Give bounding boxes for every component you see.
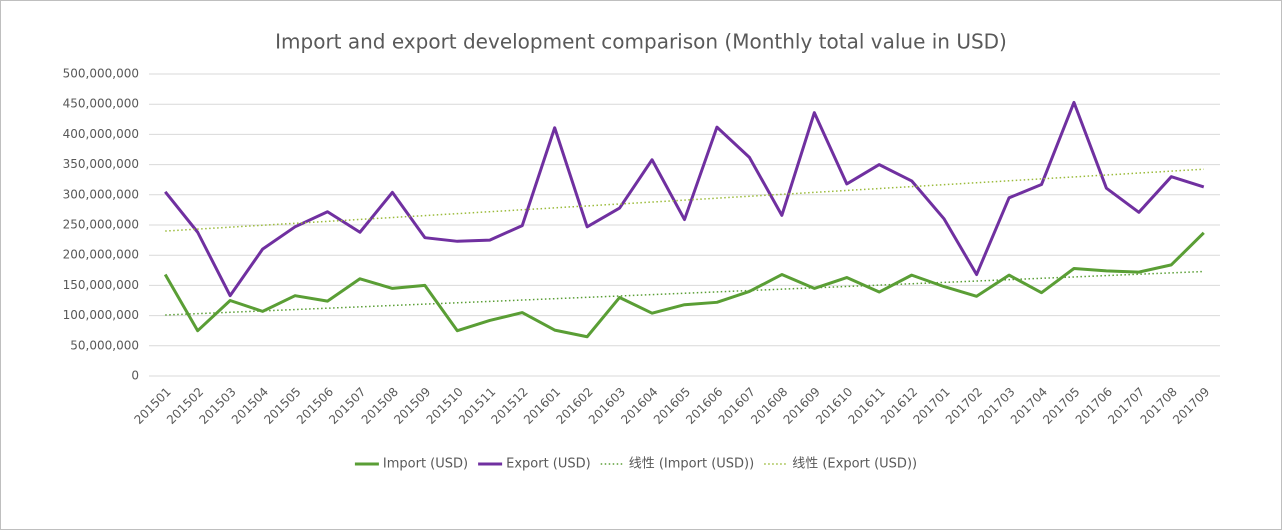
y-tick-label: 200,000,000 bbox=[63, 248, 139, 262]
series-line bbox=[165, 270, 1204, 316]
y-tick-label: 350,000,000 bbox=[63, 157, 139, 171]
y-tick-label: 100,000,000 bbox=[63, 308, 139, 322]
legend-label: Import (USD) bbox=[383, 457, 468, 472]
series-line bbox=[165, 168, 1204, 232]
y-tick-label: 450,000,000 bbox=[63, 97, 139, 111]
y-tick-label: 250,000,000 bbox=[63, 218, 139, 232]
legend-label: 线性 (Import (USD)) bbox=[629, 457, 754, 472]
chart-title: Import and export development comparison… bbox=[275, 30, 1007, 54]
y-tick-label: 300,000,000 bbox=[63, 187, 139, 201]
legend-label: 线性 (Export (USD)) bbox=[792, 457, 917, 472]
y-tick-label: 400,000,000 bbox=[63, 127, 139, 141]
y-tick-label: 50,000,000 bbox=[70, 338, 139, 352]
series-line bbox=[164, 100, 1205, 298]
legend-label: Export (USD) bbox=[506, 457, 591, 472]
series-line bbox=[163, 231, 1205, 339]
y-tick-label: 500,000,000 bbox=[63, 67, 139, 81]
y-tick-label: 0 bbox=[131, 369, 139, 383]
y-tick-label: 150,000,000 bbox=[63, 278, 139, 292]
